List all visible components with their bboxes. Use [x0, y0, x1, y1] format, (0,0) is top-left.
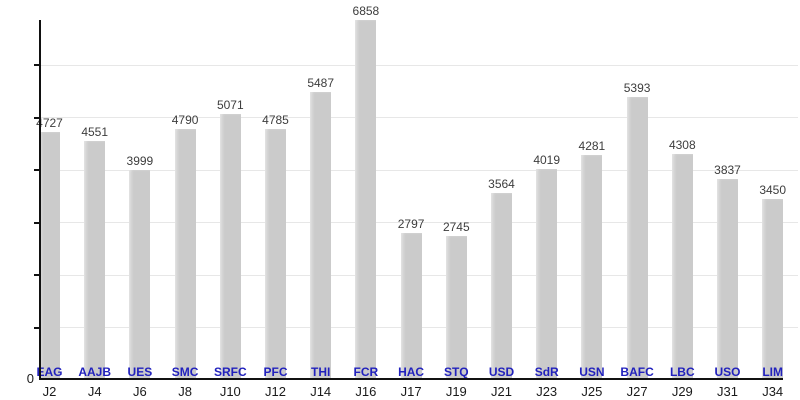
bar: [671, 153, 693, 380]
bar-team-label: USD: [488, 365, 515, 379]
y-axis-tick: [34, 64, 40, 66]
y-axis-tick: [34, 274, 40, 276]
x-tick-label: J17: [400, 384, 422, 399]
bar: [445, 235, 467, 380]
bar: [581, 155, 603, 380]
bar-team-label: STQ: [443, 365, 469, 379]
y-axis-tick: [34, 326, 40, 329]
bar-value-label: 4281: [578, 139, 606, 154]
x-tick-label: J8: [178, 384, 192, 399]
bar-team-label: USO: [714, 365, 741, 379]
bar-team-label: BAFC: [620, 365, 654, 379]
bar-value-label: 5071: [216, 97, 244, 112]
bar: [39, 131, 60, 380]
bar-team-label: THI: [311, 365, 331, 379]
bar: [129, 170, 151, 380]
bar-value-label: 4551: [81, 125, 109, 140]
x-tick-label: J19: [445, 384, 467, 399]
bar: [491, 192, 512, 380]
bar-value-label: 4727: [36, 115, 63, 130]
x-tick-label: J2: [42, 384, 57, 399]
y-axis-tick: [34, 169, 40, 171]
bar-value-label: 3450: [759, 182, 787, 197]
x-tick-label: J34: [762, 384, 784, 399]
bar-team-label: PFC: [263, 365, 288, 379]
bar-team-label: SdR: [534, 365, 559, 379]
bar: [84, 141, 106, 380]
bar: [219, 113, 241, 380]
y-axis-zero-label: 0: [26, 371, 34, 386]
bar-value-label: 3837: [714, 162, 741, 177]
bar: [717, 178, 738, 380]
x-tick-label: J12: [265, 384, 286, 399]
x-tick-label: J31: [717, 384, 738, 399]
bar-team-label: EAG: [36, 365, 63, 379]
x-tick-label: J14: [310, 384, 332, 399]
x-axis-line: [39, 378, 783, 380]
bar: [265, 128, 286, 380]
bar-value-label: 6858: [352, 3, 380, 18]
x-tick-label: J4: [87, 384, 102, 399]
gridline: [40, 169, 798, 171]
bar: [174, 128, 196, 380]
x-tick-label: J23: [536, 384, 558, 399]
bar-team-label: SRFC: [213, 365, 247, 379]
y-axis-tick: [34, 116, 40, 119]
bar-team-label: HAC: [398, 365, 425, 379]
bar-team-label: LBC: [669, 365, 695, 379]
gridline: [40, 117, 798, 118]
bar-value-label: 2797: [397, 217, 425, 232]
x-tick-label: J27: [626, 384, 648, 399]
x-tick-label: J25: [581, 384, 603, 399]
bar-value-label: 4785: [262, 112, 289, 127]
bar: [536, 169, 558, 380]
bar-value-label: 4019: [533, 153, 561, 167]
bar: [355, 19, 377, 380]
bar-team-label: LIM: [762, 365, 784, 379]
gridline: [40, 64, 798, 66]
gridline: [40, 222, 798, 223]
bar: [762, 198, 784, 380]
x-tick-label: J16: [355, 384, 377, 399]
bar-value-label: 3999: [126, 154, 154, 169]
bar-team-label: SMC: [171, 365, 199, 379]
x-tick-label: J10: [219, 384, 241, 399]
bar-team-label: USN: [579, 365, 605, 379]
bar-team-label: FCR: [353, 365, 379, 379]
y-axis-tick: [34, 221, 40, 224]
bar-value-label: 5487: [307, 75, 335, 90]
bar-team-label: UES: [127, 365, 153, 379]
bar: [400, 233, 422, 380]
x-tick-label: J29: [671, 384, 693, 399]
x-tick-label: J6: [133, 384, 147, 399]
bar-value-label: 3564: [488, 176, 515, 191]
x-tick-label: J21: [491, 384, 512, 399]
y-axis-line: [39, 20, 41, 380]
bar: [310, 91, 332, 380]
bar-value-label: 2745: [442, 219, 470, 234]
bar-value-label: 4308: [668, 137, 696, 152]
bar: [626, 96, 648, 380]
bar-team-label: AAJB: [78, 365, 112, 379]
bar-value-label: 4790: [171, 112, 199, 127]
bar-value-label: 5393: [623, 80, 651, 95]
